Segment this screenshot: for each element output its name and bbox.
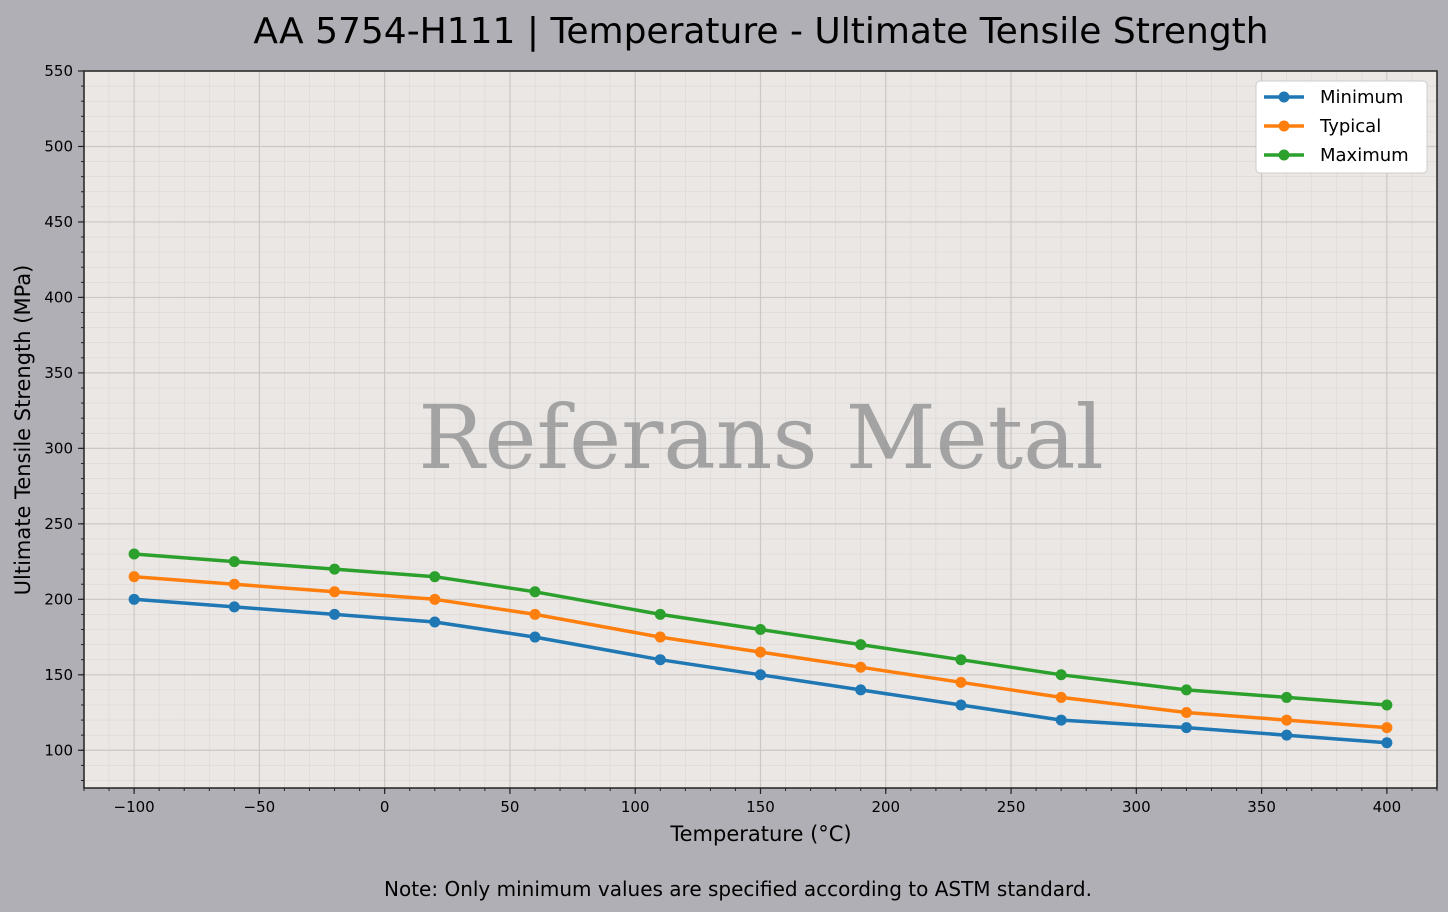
y-tick-label: 250 <box>44 515 73 533</box>
x-tick-label: 50 <box>500 798 519 816</box>
y-tick-label: 200 <box>44 590 73 608</box>
legend-marker-typical <box>1278 120 1290 132</box>
legend-marker-maximum <box>1278 149 1290 161</box>
data-point-maximum <box>1381 699 1393 711</box>
legend-label-typical: Typical <box>1319 116 1381 137</box>
x-tick-label: 150 <box>746 798 775 816</box>
x-tick-label: −50 <box>244 798 276 816</box>
data-point-maximum <box>529 586 541 598</box>
data-point-typical <box>529 608 541 620</box>
data-point-minimum <box>429 616 441 628</box>
data-point-typical <box>855 661 867 673</box>
data-point-maximum <box>755 624 766 636</box>
legend: Minimum Typical Maximum <box>1255 80 1428 174</box>
data-point-minimum <box>955 699 967 711</box>
x-tick-label: 300 <box>1122 798 1151 816</box>
data-point-maximum <box>1281 691 1293 703</box>
x-tick-label: 100 <box>621 798 650 816</box>
data-point-maximum <box>1055 669 1067 681</box>
x-tick-label: 200 <box>871 798 900 816</box>
data-point-minimum <box>755 669 766 681</box>
y-tick-label: 100 <box>44 741 73 759</box>
data-point-minimum <box>329 608 341 620</box>
data-point-maximum <box>654 608 666 620</box>
data-point-maximum <box>429 571 441 583</box>
data-point-minimum <box>1381 737 1393 749</box>
watermark: Referans Metal <box>418 386 1103 489</box>
data-point-typical <box>128 571 140 583</box>
data-point-minimum <box>128 593 140 605</box>
data-point-minimum <box>1180 722 1192 734</box>
data-point-minimum <box>228 601 240 613</box>
data-point-typical <box>429 593 441 605</box>
data-point-typical <box>1180 707 1192 719</box>
data-point-minimum <box>1281 729 1293 741</box>
x-axis-label: Temperature (°C) <box>669 822 851 846</box>
legend-label-minimum: Minimum <box>1320 87 1403 108</box>
y-tick-label: 150 <box>44 666 73 684</box>
y-tick-label: 450 <box>44 213 73 231</box>
y-tick-label: 350 <box>44 364 73 382</box>
y-tick-label: 500 <box>44 137 73 155</box>
legend-label-maximum: Maximum <box>1320 145 1409 166</box>
chart-title: AA 5754-H111 | Temperature - Ultimate Te… <box>253 11 1268 52</box>
data-point-maximum <box>228 556 240 568</box>
y-tick-label: 400 <box>44 288 73 306</box>
x-tick-label: 400 <box>1373 798 1402 816</box>
data-point-typical <box>654 631 666 643</box>
ticks: −100 −50 0 50 100 150 200 250 300 350 400 100 150 200… <box>44 62 1438 816</box>
data-point-minimum <box>1055 714 1067 726</box>
data-point-typical <box>1281 714 1293 726</box>
data-point-minimum <box>529 631 541 643</box>
data-point-maximum <box>855 639 867 651</box>
y-tick-label: 550 <box>44 62 73 80</box>
data-point-typical <box>329 586 341 598</box>
data-point-minimum <box>654 654 666 666</box>
y-tick-label: 300 <box>44 439 73 457</box>
x-tick-label: 250 <box>997 798 1026 816</box>
grid <box>83 70 1438 788</box>
x-tick-label: 0 <box>380 798 390 816</box>
x-tick-label: −100 <box>114 798 155 816</box>
data-point-typical <box>228 578 240 590</box>
data-point-maximum <box>128 548 140 560</box>
legend-box <box>1255 80 1428 174</box>
y-axis-label: Ultimate Tensile Strength (MPa) <box>11 265 35 596</box>
legend-marker-minimum <box>1278 91 1290 103</box>
data-point-typical <box>1381 722 1393 734</box>
series-group <box>128 548 1393 749</box>
data-point-typical <box>955 676 967 688</box>
data-point-typical <box>1055 691 1067 703</box>
data-point-typical <box>755 646 766 658</box>
data-point-minimum <box>855 684 867 696</box>
data-point-maximum <box>329 563 341 575</box>
data-point-maximum <box>1180 684 1192 696</box>
x-tick-label: 350 <box>1247 798 1276 816</box>
data-point-maximum <box>955 654 967 666</box>
footnote: Note: Only minimum values are specified … <box>384 877 1092 901</box>
